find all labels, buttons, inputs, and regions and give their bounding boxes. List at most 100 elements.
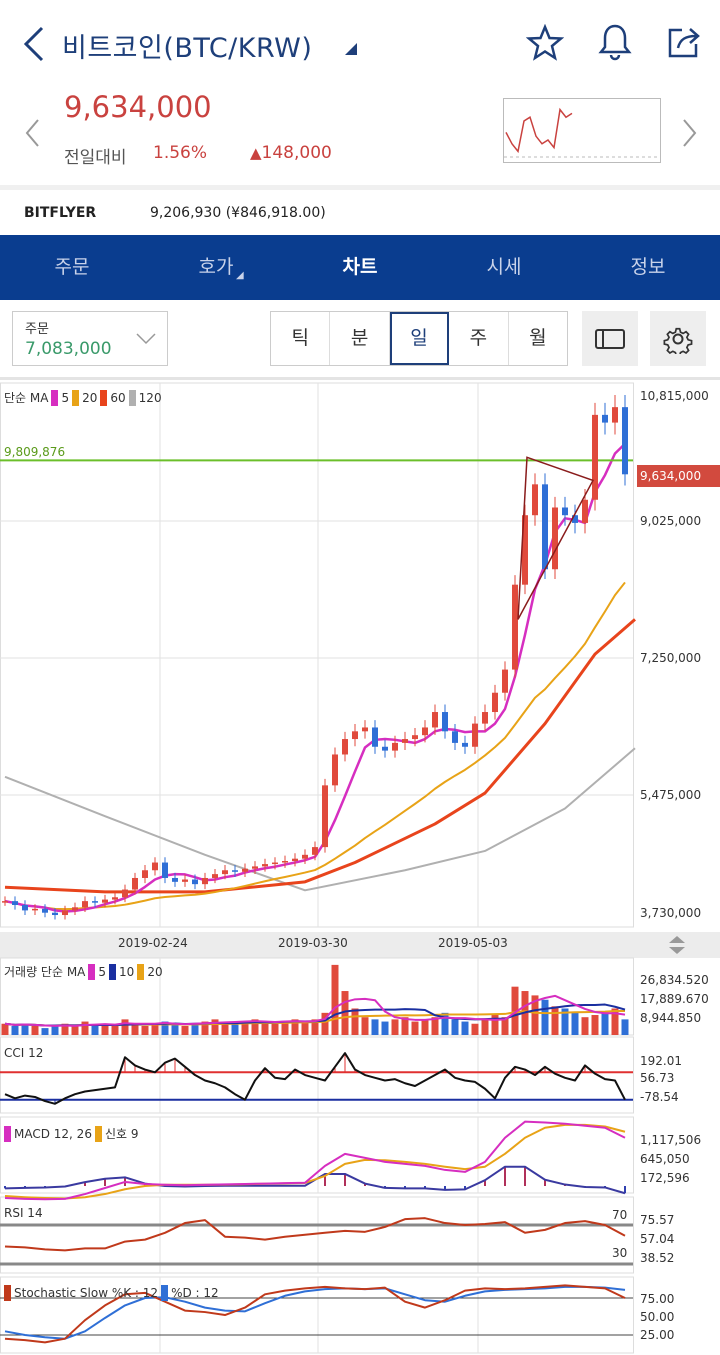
candle-body <box>42 908 48 913</box>
page-title[interactable]: 비트코인(BTC/KRW) <box>62 33 313 64</box>
candle-body <box>472 723 478 747</box>
share-icon[interactable] <box>666 24 704 60</box>
period-minute[interactable]: 분 <box>330 312 390 365</box>
volume-bar <box>571 1012 579 1035</box>
bell-icon[interactable] <box>596 22 634 62</box>
candle-body <box>332 754 338 786</box>
volume-bar <box>151 1023 159 1035</box>
settings-button[interactable] <box>650 311 706 366</box>
star-icon[interactable] <box>526 24 564 62</box>
volume-bar <box>171 1023 179 1035</box>
volume-bar <box>321 1012 329 1035</box>
date-label: 2019-05-03 <box>438 936 508 950</box>
candle-body <box>572 515 578 523</box>
rsi-axis-label: 57.04 <box>640 1232 675 1246</box>
tab-market[interactable]: 시세 <box>486 256 522 278</box>
period-tick[interactable]: 틱 <box>271 312 331 365</box>
period-week[interactable]: 주 <box>449 312 509 365</box>
next-chevron-icon[interactable] <box>682 118 698 148</box>
ma20-swatch <box>72 389 80 406</box>
date-label: 2019-03-30 <box>278 936 348 950</box>
volume-bar <box>431 1017 439 1035</box>
ma120-line <box>4 747 636 892</box>
candle-body <box>352 731 358 740</box>
ma120-label: 120 <box>138 390 162 405</box>
ma5-label: 5 <box>61 390 70 405</box>
vol-ma10-swatch <box>109 963 117 980</box>
macd-swatch <box>4 1125 11 1142</box>
change-amount: 148,000 <box>261 143 332 163</box>
date-label: 2019-02-24 <box>118 936 188 950</box>
volume-bar <box>551 1006 559 1035</box>
order-price-dropdown[interactable]: 주문 7,083,000 <box>12 311 168 366</box>
candle-body <box>342 739 348 755</box>
volume-legend: 거래량 단순 MA 5 10 20 <box>4 963 163 980</box>
tab-info[interactable]: 정보 <box>630 256 666 278</box>
candle-body <box>482 712 488 724</box>
gear-icon <box>663 327 693 354</box>
current-price: 9,634,000 <box>64 90 212 124</box>
candle-body <box>162 862 168 878</box>
panel-frame <box>0 1196 634 1274</box>
candle-body <box>442 712 448 732</box>
tab-order[interactable]: 주문 <box>54 256 90 278</box>
vol-ma5-swatch <box>88 963 96 980</box>
stochastic-legend: Stochastic Slow %K : 12 %D : 12 <box>4 1285 219 1301</box>
volume-bar <box>601 1012 609 1035</box>
volume-bar <box>351 1008 359 1035</box>
volume-bar <box>31 1025 39 1035</box>
volume-bar <box>131 1023 139 1035</box>
volume-bar <box>211 1019 219 1035</box>
volume-bar <box>21 1023 29 1035</box>
period-day[interactable]: 일 <box>389 312 450 365</box>
tab-orderbook[interactable]: 호가 ◢ <box>144 235 288 300</box>
candle-body <box>262 864 268 867</box>
volume-bar <box>71 1025 79 1035</box>
candle-body <box>392 742 398 751</box>
stoch-axis-label: 25.00 <box>640 1328 675 1342</box>
resize-updown-icon[interactable] <box>668 935 686 955</box>
volume-bar <box>101 1023 109 1035</box>
volume-bar <box>121 1019 129 1035</box>
d-swatch <box>161 1285 169 1301</box>
exchange-name: BITFLYER <box>24 205 97 221</box>
candle-body <box>192 879 198 885</box>
volume-bar <box>161 1021 169 1035</box>
divider <box>0 185 720 190</box>
candle-body <box>122 889 128 898</box>
candle-body <box>592 414 598 500</box>
exchange-price: 9,206,930 (¥846,918.00) <box>150 205 326 221</box>
mini-price-chart[interactable] <box>503 98 661 163</box>
rsi-lower-label: 30 <box>612 1246 628 1260</box>
candle-body <box>522 515 528 585</box>
volume-ma5-line <box>4 994 626 1027</box>
price-axis-label: 5,475,000 <box>640 788 702 802</box>
back-chevron-icon[interactable] <box>22 26 46 62</box>
vol-ma5-label: 5 <box>98 964 107 979</box>
candle-body <box>82 901 88 908</box>
volume-bar <box>11 1025 19 1035</box>
volume-bar <box>561 1008 569 1035</box>
candle-body <box>22 904 28 911</box>
layout-toggle-button[interactable] <box>582 311 638 366</box>
candle-body <box>222 870 228 875</box>
volume-bar <box>461 1021 469 1035</box>
ma-legend: 단순 MA 5 20 60 120 <box>4 389 162 406</box>
dropdown-triangle-icon[interactable] <box>344 42 358 56</box>
tab-chart[interactable]: 차트 <box>342 256 378 278</box>
volume-bar <box>341 991 349 1035</box>
candle-body <box>252 866 258 869</box>
volume-bar <box>401 1017 409 1035</box>
rsi-line <box>4 1217 626 1252</box>
price-axis-label: 10,815,000 <box>640 389 709 403</box>
stoch-axis-label: 50.00 <box>640 1310 675 1324</box>
period-month[interactable]: 월 <box>529 327 547 349</box>
volume-bar <box>491 1015 499 1035</box>
prev-chevron-icon[interactable] <box>24 118 40 148</box>
corner-triangle-icon: ◢ <box>236 270 244 281</box>
volume-bar <box>371 1019 379 1035</box>
ma60-swatch <box>100 389 108 406</box>
hline-label: 9,809,876 <box>4 445 66 459</box>
ma60-label: 60 <box>110 390 126 405</box>
